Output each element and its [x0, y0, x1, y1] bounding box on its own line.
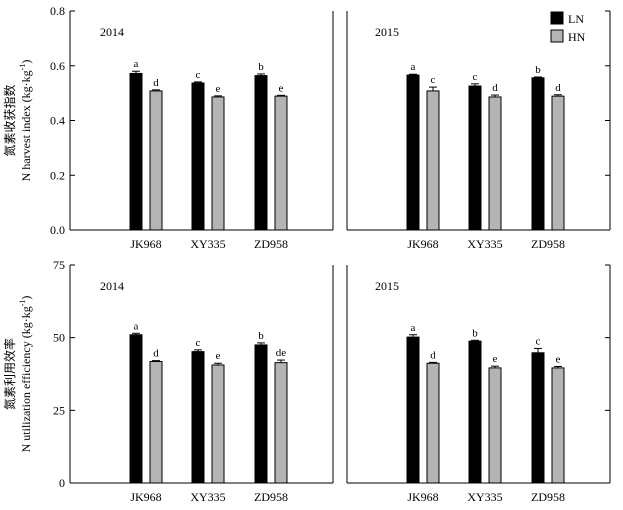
category-label-ZD958: ZD958	[531, 237, 565, 251]
significance-letter: e	[279, 82, 284, 94]
category-label-XY335: XY335	[190, 237, 225, 251]
bar-HN-JK968	[149, 90, 163, 231]
panel-1: a c JK968 c d XY335 b d ZD958 2015	[346, 10, 611, 251]
y-tick-label: 0.8	[50, 4, 65, 18]
significance-letter: d	[555, 82, 561, 94]
y-axis-label-en: N harvest index (kg·kg-1)	[18, 60, 33, 182]
bar-LN-ZD958	[254, 75, 268, 231]
category-label-JK968: JK968	[407, 490, 438, 504]
category-label-JK968: JK968	[130, 490, 161, 504]
significance-letter: e	[556, 353, 561, 365]
significance-letter: d	[430, 349, 436, 361]
panel-2: 0 25 50 75 a d JK968 c e XY335 bde ZD958 2014 氮素利用效率 N…	[2, 258, 334, 504]
year-label: 2014	[100, 279, 124, 293]
panel-0: 0.0 0.2 0.4 0.6 0.8 a d JK968 c e XY335 b e ZD958 2014…	[2, 4, 334, 251]
significance-letter: de	[276, 347, 287, 359]
significance-letter: c	[431, 74, 436, 86]
year-label: 2015	[375, 279, 399, 293]
y-axis-label-en: N utilization efficiency (kg·kg-1)	[18, 296, 33, 453]
significance-letter: a	[411, 61, 416, 73]
category-label-JK968: JK968	[407, 237, 438, 251]
bar-LN-JK968	[129, 72, 143, 231]
significance-letter: e	[493, 353, 498, 365]
year-label: 2015	[375, 25, 399, 39]
bar-LN-XY335	[468, 85, 482, 231]
bar-HN-JK968	[149, 361, 163, 484]
y-tick-label: 0.6	[50, 59, 65, 73]
bar-LN-JK968	[406, 336, 420, 484]
bar-HN-ZD958	[274, 95, 288, 231]
y-tick-label: 0.2	[50, 168, 65, 182]
category-label-ZD958: ZD958	[254, 490, 288, 504]
y-tick-label: 0	[59, 476, 65, 490]
y-tick-label: 25	[53, 403, 65, 417]
bar-HN-JK968	[426, 362, 440, 484]
legend-label-HN: HN	[568, 30, 586, 44]
significance-letter: c	[196, 337, 201, 349]
bar-HN-ZD958	[551, 367, 565, 484]
bar-LN-JK968	[406, 74, 420, 231]
bar-LN-ZD958	[531, 77, 545, 231]
significance-letter: b	[258, 61, 264, 73]
significance-letter: e	[216, 83, 221, 95]
bar-HN-XY335	[488, 96, 502, 231]
bar-LN-XY335	[191, 351, 205, 484]
bar-HN-XY335	[488, 367, 502, 484]
category-label-XY335: XY335	[467, 237, 502, 251]
y-tick-label: 0.4	[50, 114, 65, 128]
category-label-XY335: XY335	[190, 490, 225, 504]
category-label-ZD958: ZD958	[531, 490, 565, 504]
bar-LN-XY335	[191, 82, 205, 231]
y-tick-label: 75	[53, 258, 65, 272]
y-axis-label-cn: 氮素利用效率	[2, 338, 17, 410]
significance-letter: d	[153, 77, 159, 89]
significance-letter: c	[473, 71, 478, 83]
y-axis-label-cn: 氮素收获指数	[2, 84, 17, 156]
chart-panels: 0.0 0.2 0.4 0.6 0.8 a d JK968 c e XY335 b e ZD958 2014…	[2, 4, 611, 504]
significance-letter: e	[216, 350, 221, 362]
significance-letter: c	[196, 69, 201, 81]
significance-letter: b	[258, 330, 264, 342]
bar-LN-ZD958	[531, 352, 545, 484]
bar-LN-ZD958	[254, 344, 268, 484]
significance-letter: c	[536, 335, 541, 347]
significance-letter: d	[492, 82, 498, 94]
category-label-ZD958: ZD958	[254, 237, 288, 251]
bar-HN-JK968	[426, 90, 440, 231]
legend-swatch-LN	[550, 11, 564, 25]
bar-HN-XY335	[211, 364, 225, 484]
bar-HN-ZD958	[551, 95, 565, 231]
bar-HN-XY335	[211, 96, 225, 231]
bar-LN-XY335	[468, 340, 482, 484]
category-label-JK968: JK968	[130, 237, 161, 251]
y-tick-label: 50	[53, 331, 65, 345]
bar-LN-JK968	[129, 334, 143, 484]
legend-swatch-HN	[550, 29, 564, 43]
significance-letter: d	[153, 348, 159, 360]
year-label: 2014	[100, 25, 124, 39]
bar-HN-ZD958	[274, 362, 288, 484]
significance-letter: a	[411, 322, 416, 334]
category-label-XY335: XY335	[467, 490, 502, 504]
significance-letter: a	[134, 58, 139, 70]
significance-letter: b	[535, 64, 541, 76]
legend-label-LN: LN	[568, 12, 584, 26]
significance-letter: a	[134, 320, 139, 332]
y-tick-label: 0.0	[50, 223, 65, 237]
significance-letter: b	[472, 327, 478, 339]
panel-3: a d JK968 b e XY335 c e ZD958 2015	[346, 264, 611, 504]
legend: LN HN	[550, 11, 586, 44]
